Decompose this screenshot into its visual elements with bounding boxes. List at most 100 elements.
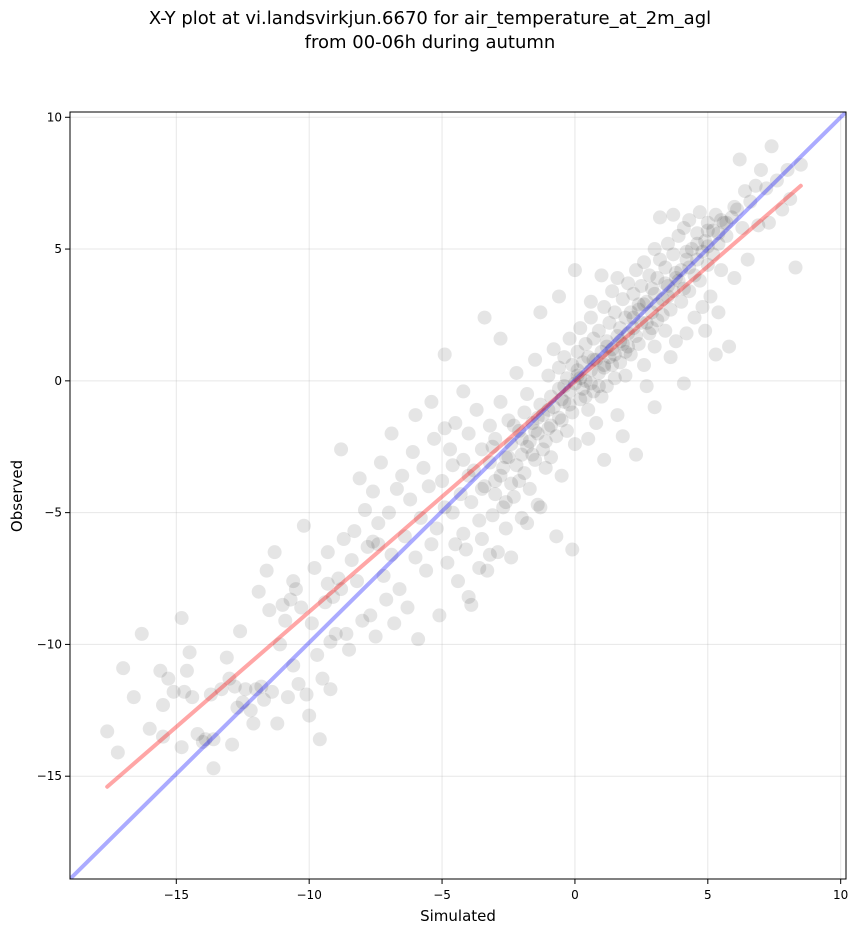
data-point — [706, 223, 721, 238]
data-point — [451, 574, 465, 589]
data-point — [615, 336, 630, 351]
data-point — [544, 389, 559, 404]
data-point — [384, 426, 399, 441]
data-point — [541, 421, 556, 436]
data-point — [652, 210, 667, 225]
data-point — [206, 732, 221, 747]
data-point — [501, 450, 516, 465]
data-point — [251, 584, 266, 599]
data-point — [530, 497, 545, 512]
data-point — [512, 423, 527, 438]
data-point — [520, 516, 535, 531]
data-point — [493, 468, 508, 483]
data-point — [549, 529, 564, 544]
x-tick-label: 0 — [571, 888, 579, 902]
lines-layer — [70, 112, 846, 879]
data-point — [615, 429, 630, 444]
data-point — [243, 703, 258, 718]
data-point — [371, 537, 386, 552]
data-point — [599, 339, 614, 354]
data-point — [634, 278, 649, 293]
data-point — [700, 215, 715, 230]
data-point — [227, 679, 242, 694]
data-point — [573, 321, 588, 336]
data-point — [408, 408, 423, 423]
data-point — [629, 447, 644, 462]
data-point — [645, 321, 659, 336]
data-point — [698, 234, 713, 249]
data-point — [182, 645, 197, 660]
data-point — [443, 442, 458, 457]
data-point — [650, 313, 665, 328]
data-point — [488, 474, 503, 489]
data-point — [629, 263, 644, 278]
chart-subtitle: from 00-06h during autumn — [304, 32, 556, 53]
data-point — [522, 481, 537, 496]
data-point — [621, 339, 636, 354]
data-point — [727, 271, 742, 286]
data-point — [565, 358, 580, 373]
data-point — [618, 310, 633, 325]
data-point — [581, 402, 596, 417]
data-point — [631, 336, 646, 351]
data-point — [615, 292, 630, 307]
data-point — [413, 510, 428, 525]
data-point — [674, 263, 689, 278]
data-point — [671, 273, 686, 288]
data-point — [599, 334, 614, 349]
data-point — [156, 698, 171, 713]
data-point — [230, 700, 245, 715]
data-point — [381, 505, 396, 520]
data-point — [626, 310, 641, 325]
data-point — [280, 690, 295, 705]
data-point — [660, 278, 675, 293]
data-point — [605, 358, 620, 373]
data-point — [397, 529, 412, 544]
data-point — [642, 268, 657, 283]
data-point — [395, 468, 410, 483]
data-point — [538, 434, 553, 449]
data-point — [738, 184, 753, 199]
data-point — [498, 450, 513, 465]
data-point — [597, 360, 612, 375]
data-point — [748, 178, 763, 193]
data-point — [682, 260, 697, 275]
data-point — [546, 342, 561, 357]
data-point — [607, 371, 622, 386]
data-point — [493, 394, 508, 409]
data-point — [299, 687, 314, 702]
points-layer — [100, 139, 808, 776]
x-tick-label: −10 — [297, 888, 322, 902]
data-point — [634, 315, 649, 330]
data-point — [660, 289, 675, 304]
data-point — [658, 276, 673, 291]
data-point — [607, 305, 622, 320]
data-point — [551, 410, 566, 425]
data-point — [453, 487, 468, 502]
data-point — [708, 347, 723, 362]
data-point — [294, 600, 309, 615]
data-point — [602, 350, 617, 365]
data-point — [504, 550, 519, 565]
data-point — [530, 426, 545, 441]
data-point — [684, 242, 699, 257]
data-point — [559, 423, 574, 438]
data-point — [411, 632, 426, 647]
data-point — [360, 539, 375, 554]
data-point — [597, 358, 612, 373]
data-point — [384, 547, 399, 562]
data-point — [344, 553, 359, 568]
data-point — [557, 379, 572, 394]
data-point — [315, 671, 330, 686]
data-point — [679, 244, 694, 259]
data-point — [751, 218, 766, 233]
data-point — [597, 452, 612, 467]
data-point — [530, 410, 545, 425]
data-point — [326, 589, 341, 604]
data-point — [570, 363, 585, 378]
data-point — [551, 289, 566, 304]
data-point — [732, 152, 747, 167]
data-point — [379, 592, 394, 607]
data-point — [437, 500, 452, 515]
